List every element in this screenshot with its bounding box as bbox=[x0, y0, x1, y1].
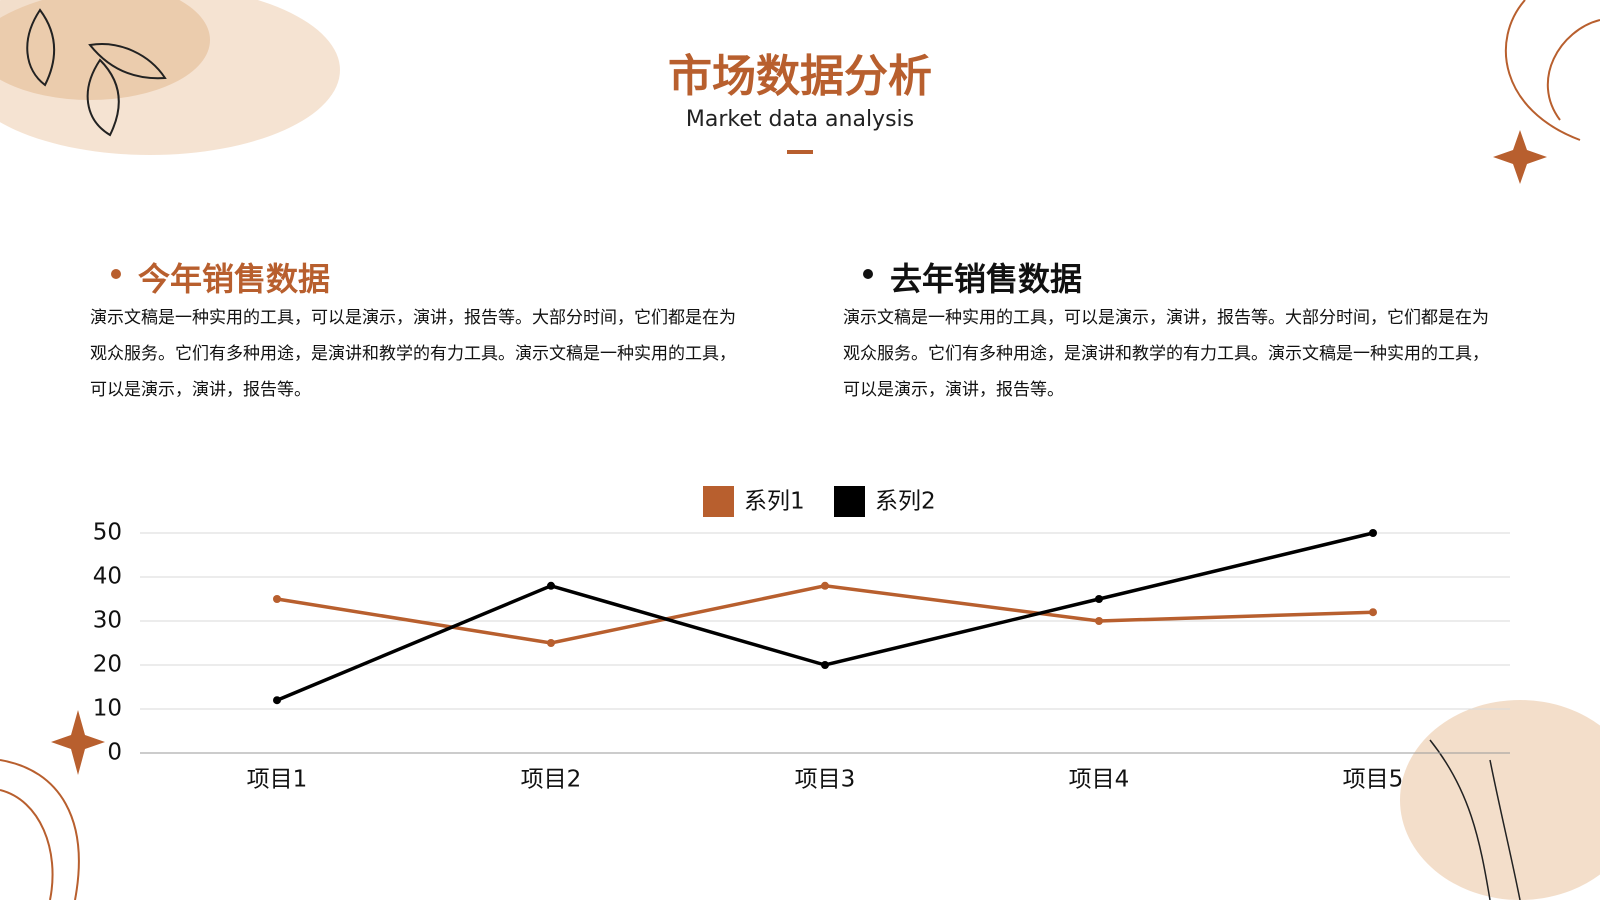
section-text: 演示文稿是一种实用的工具，可以是演示，演讲，报告等。大部分时间，它们都是在为观众… bbox=[843, 308, 1489, 400]
section-text: 演示文稿是一种实用的工具，可以是演示，演讲，报告等。大部分时间，它们都是在为观众… bbox=[90, 308, 736, 400]
point bbox=[821, 581, 829, 590]
x-tick-label: 项目1 bbox=[247, 767, 308, 793]
section-heading: 今年销售数据 bbox=[138, 260, 331, 298]
x-tick-label: 项目4 bbox=[1069, 767, 1130, 793]
y-tick-label: 50 bbox=[93, 520, 122, 546]
subtitle: Market data analysis bbox=[685, 107, 915, 132]
legend-label: 系列1 bbox=[744, 489, 805, 515]
series-line bbox=[276, 584, 1374, 645]
x-tick-label: 项目3 bbox=[795, 767, 856, 793]
point bbox=[273, 595, 281, 603]
legend-label: 系列2 bbox=[875, 489, 936, 515]
point bbox=[821, 661, 829, 669]
legend-swatch bbox=[834, 486, 865, 517]
point bbox=[273, 696, 281, 705]
y-tick-label: 20 bbox=[93, 652, 122, 678]
y-tick-label: 10 bbox=[93, 696, 122, 722]
section-heading: 去年销售数据 bbox=[890, 260, 1083, 298]
y-tick-label: 40 bbox=[93, 564, 122, 590]
x-tick-label: 项目2 bbox=[521, 767, 582, 793]
title: 市场数据分析 bbox=[668, 51, 932, 102]
y-tick-label: 30 bbox=[93, 608, 122, 634]
point bbox=[547, 639, 555, 647]
point bbox=[1369, 529, 1377, 537]
legend-swatch bbox=[703, 486, 734, 517]
point bbox=[1095, 595, 1103, 603]
point bbox=[1369, 608, 1377, 617]
y-tick-label: 0 bbox=[107, 740, 122, 766]
x-tick-label: 项目5 bbox=[1343, 767, 1404, 793]
point bbox=[547, 581, 555, 590]
point bbox=[1095, 617, 1103, 625]
